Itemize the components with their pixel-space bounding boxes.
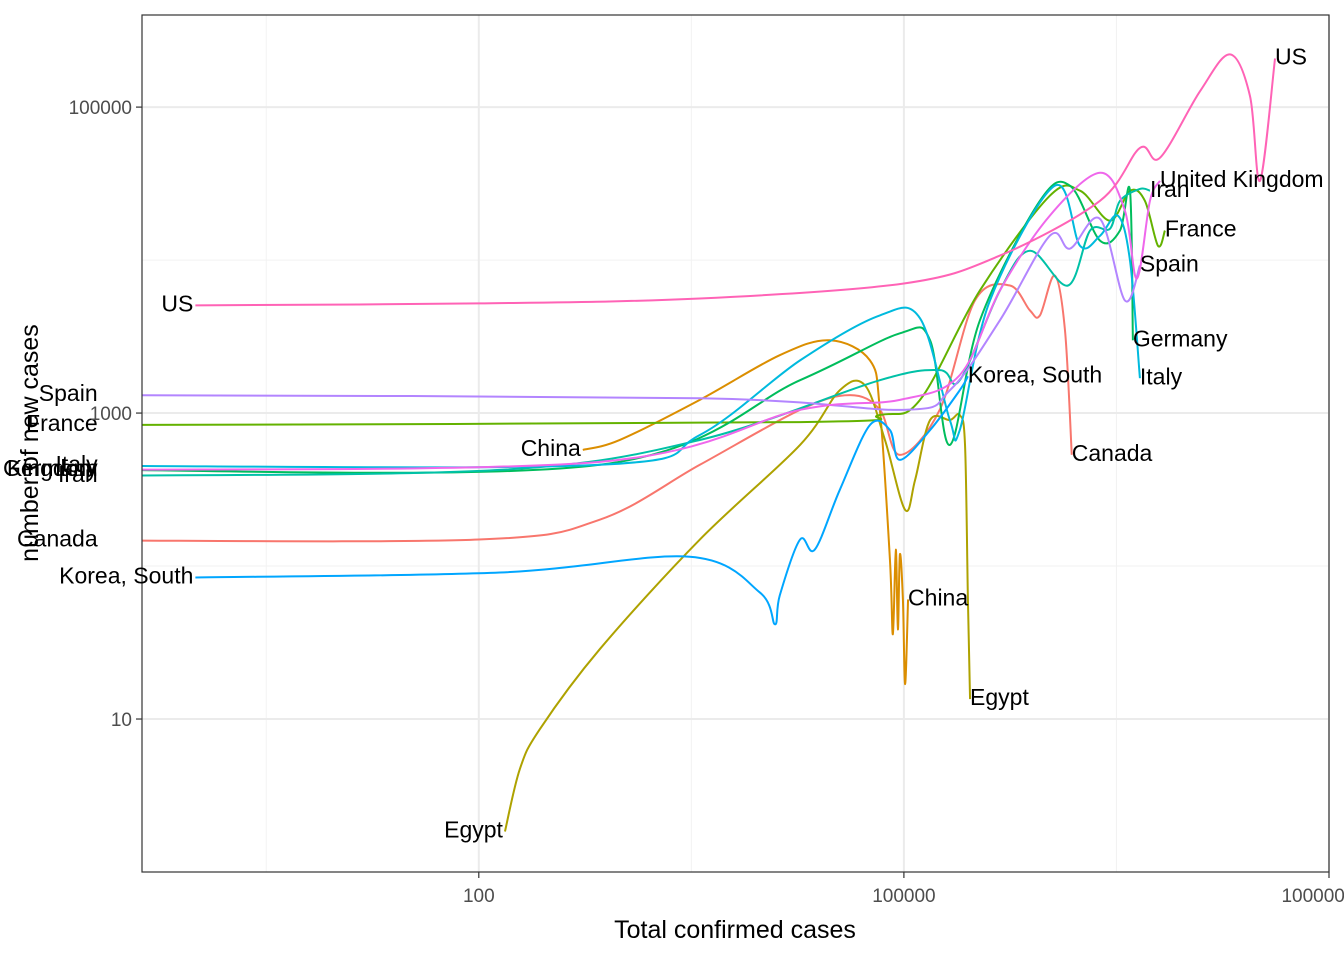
y-tick-label: 1000	[90, 404, 132, 425]
series-end-label: Iran	[1150, 176, 1190, 202]
series-line	[195, 375, 969, 626]
lines	[142, 53, 1277, 832]
plot-frame	[141, 14, 1330, 873]
series-end-label: US	[1275, 44, 1307, 70]
series-start-label: France	[26, 410, 98, 436]
series-start-label: China	[521, 435, 581, 461]
series-end-label: Egypt	[970, 684, 1029, 710]
series-line	[195, 53, 1277, 307]
series-end-label: Germany	[1133, 325, 1228, 351]
series-start-label: Canada	[17, 526, 98, 552]
series-end-label: Canada	[1072, 440, 1153, 466]
series-start-label: Italy	[55, 451, 98, 477]
y-axis-title: number of new cases	[16, 324, 44, 562]
y-tick-label: 10	[111, 710, 132, 731]
series-start-label: Korea, South	[59, 563, 193, 589]
series-end-label: United Kingdom	[1160, 166, 1324, 192]
series-end-label: France	[1165, 216, 1237, 242]
series-line	[582, 339, 910, 686]
series-start-label: US	[161, 290, 193, 316]
series-line	[142, 184, 1141, 469]
x-tick-label: 100000000	[1281, 886, 1344, 907]
line-labels: Canada Canada China China Egypt Egypt France Fr…	[0, 44, 1324, 843]
y-tick-label: 100000	[69, 98, 132, 119]
series-end-label: Spain	[1140, 251, 1199, 277]
grid	[142, 15, 1330, 872]
x-axis-title: Total confirmed cases	[614, 916, 856, 944]
series-start-label: Iran	[58, 461, 98, 487]
x-tick-label: 100	[463, 886, 495, 907]
series-end-label: China	[908, 585, 968, 611]
series-line	[503, 379, 972, 832]
series-start-label: Spain	[39, 380, 98, 406]
x-tick-label: 100000	[872, 886, 935, 907]
series-line	[142, 171, 1161, 471]
series-start-label: Germany	[3, 455, 98, 481]
series-start-label: United Kingdom	[0, 455, 98, 481]
series-start-label: Egypt	[444, 817, 503, 843]
series-end-label: Korea, South	[968, 361, 1102, 387]
series-line	[142, 216, 1141, 411]
series-end-label: Italy	[1140, 363, 1183, 389]
